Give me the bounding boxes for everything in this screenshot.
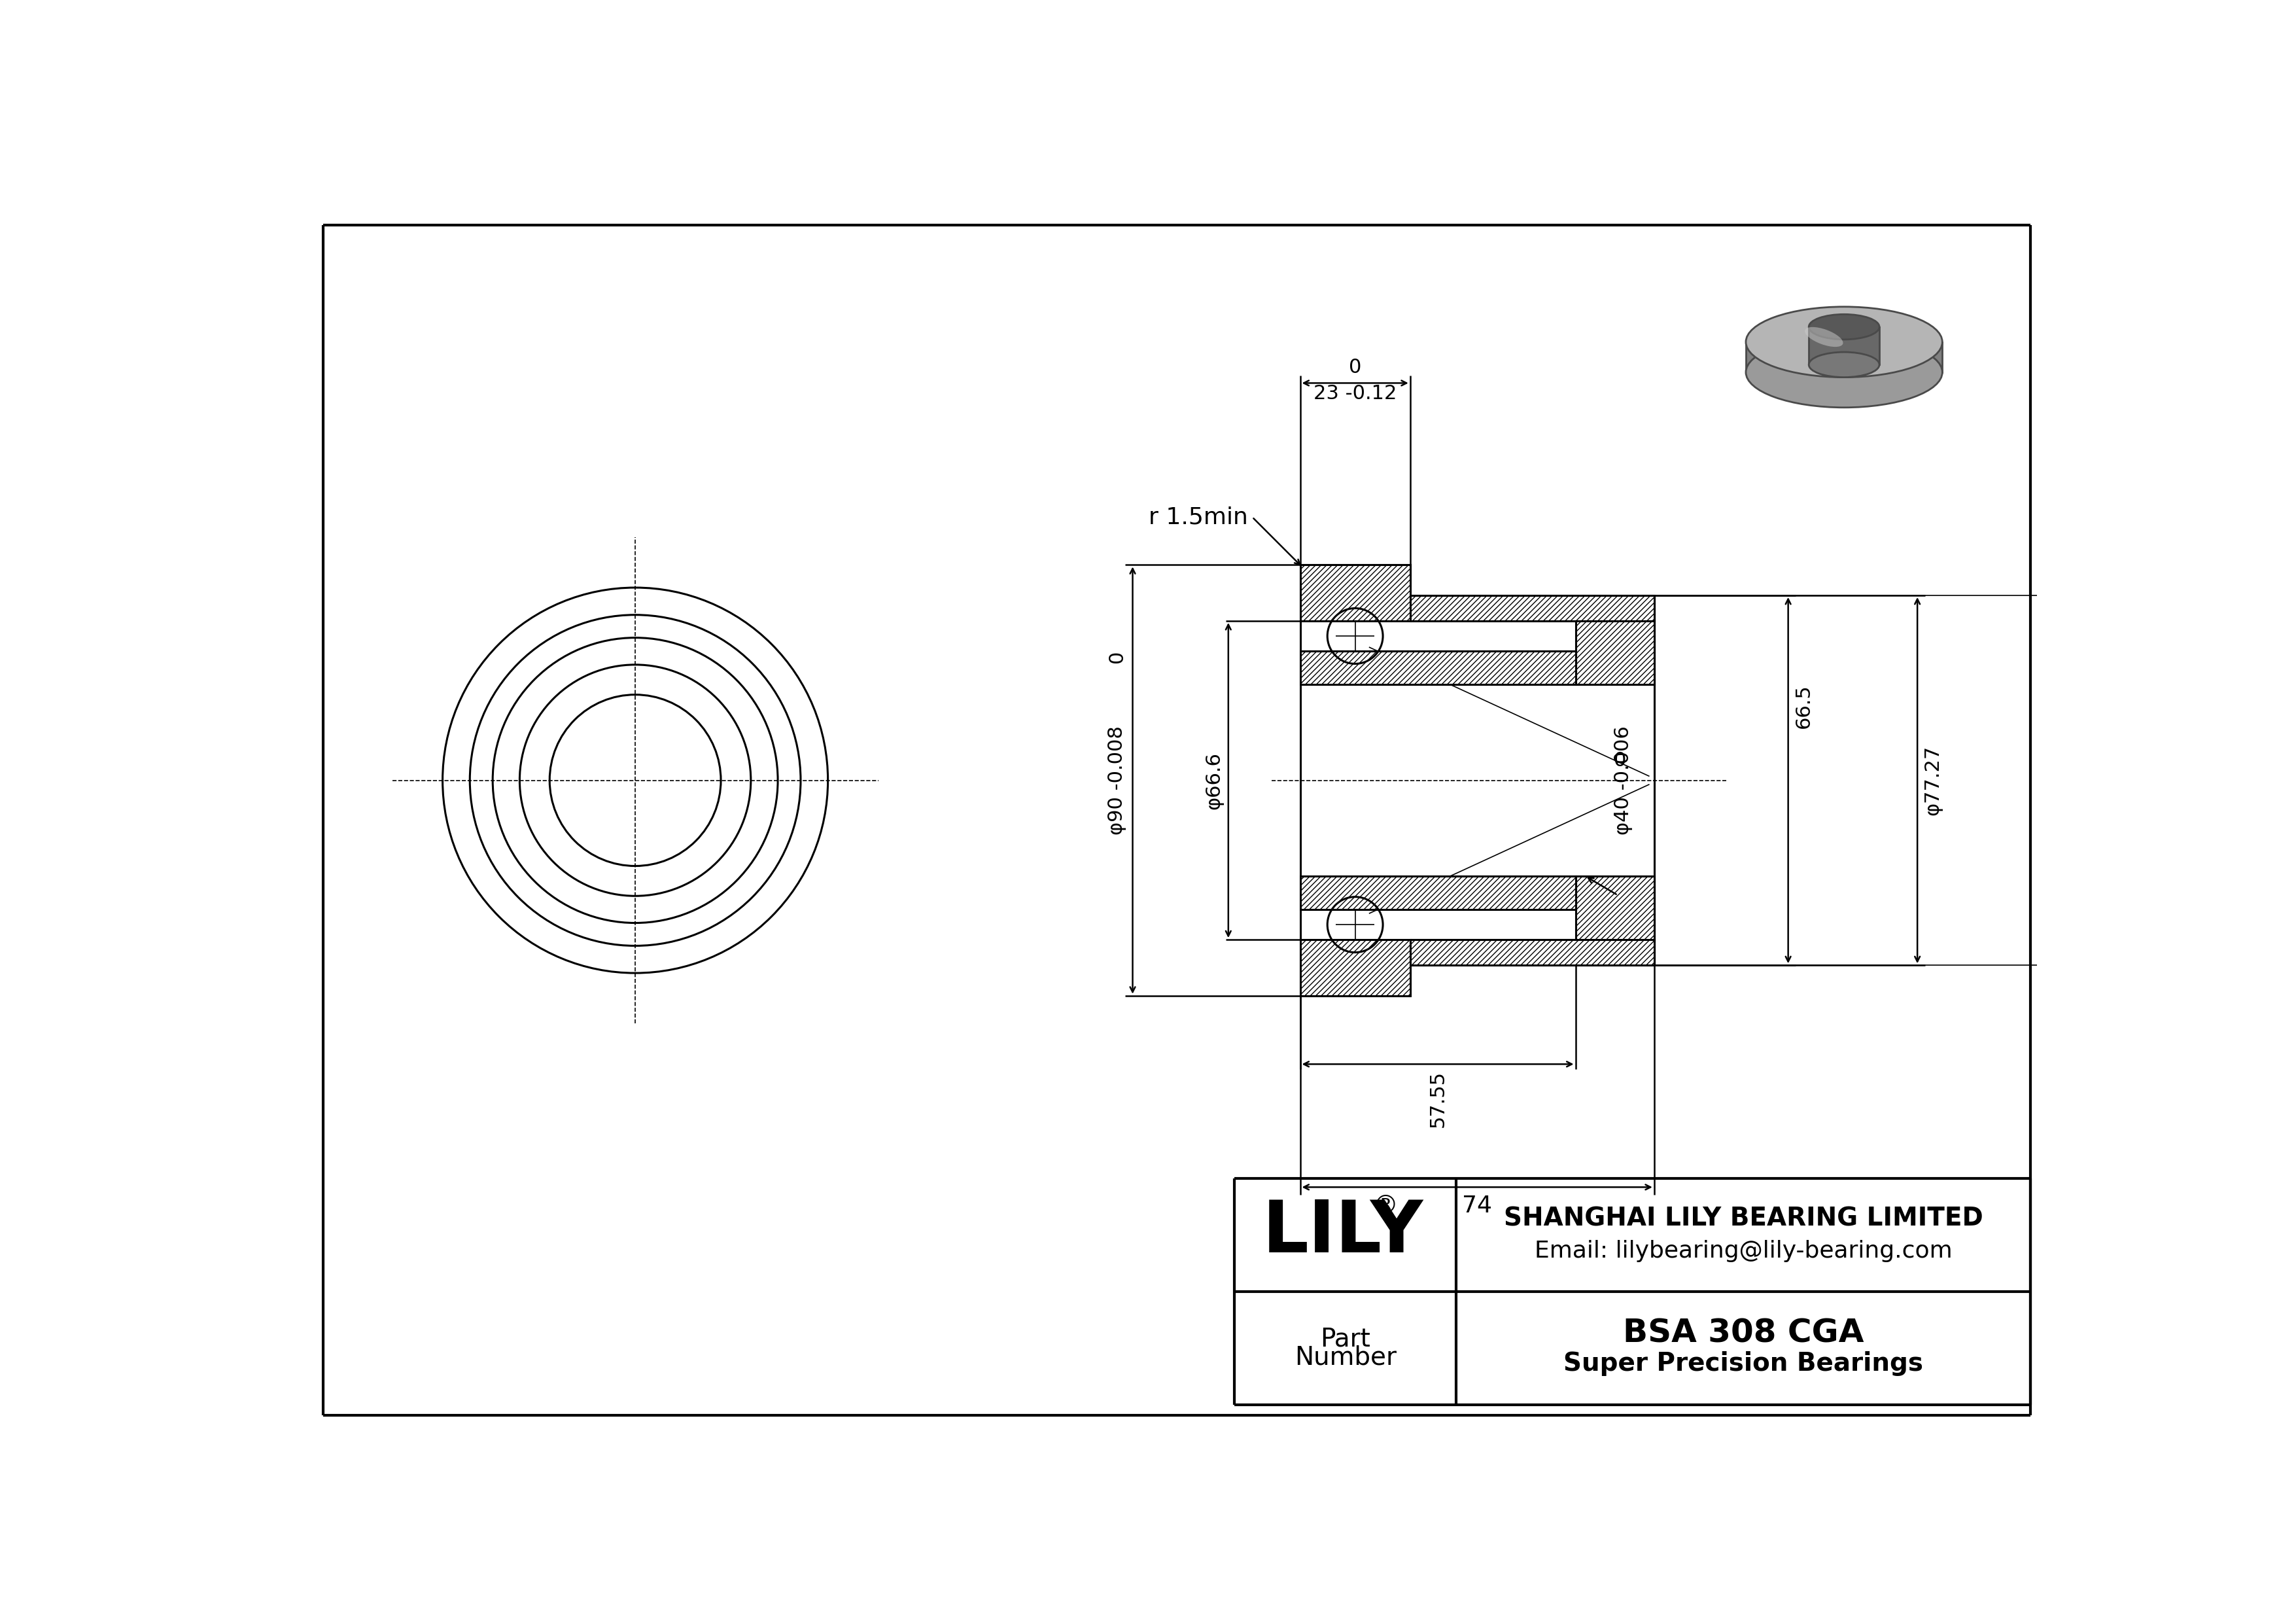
Polygon shape xyxy=(1410,596,1653,620)
Text: φ40 -0.006: φ40 -0.006 xyxy=(1614,726,1632,835)
Text: SHANGHAI LILY BEARING LIMITED: SHANGHAI LILY BEARING LIMITED xyxy=(1504,1207,1984,1231)
Polygon shape xyxy=(1300,940,1410,996)
Polygon shape xyxy=(1745,343,1942,372)
Text: 0: 0 xyxy=(1348,357,1362,377)
Ellipse shape xyxy=(1745,307,1942,377)
Ellipse shape xyxy=(1809,315,1880,339)
Ellipse shape xyxy=(1809,352,1880,377)
Text: 0: 0 xyxy=(1614,752,1626,770)
Polygon shape xyxy=(1300,875,1575,909)
Polygon shape xyxy=(1809,326,1880,365)
Text: 57.55: 57.55 xyxy=(1428,1070,1446,1127)
Polygon shape xyxy=(1575,620,1653,685)
Text: 23 -0.12: 23 -0.12 xyxy=(1313,383,1396,403)
Polygon shape xyxy=(1300,565,1410,620)
Text: φ77.27: φ77.27 xyxy=(1924,745,1942,815)
Ellipse shape xyxy=(1805,326,1844,348)
Text: φ66.6: φ66.6 xyxy=(1205,752,1224,809)
Text: 0: 0 xyxy=(1107,650,1127,663)
Text: LILY: LILY xyxy=(1263,1197,1424,1267)
Text: r 1.5min: r 1.5min xyxy=(1148,507,1249,528)
Text: 74: 74 xyxy=(1463,1195,1492,1216)
Text: ®: ® xyxy=(1373,1194,1398,1218)
Polygon shape xyxy=(1410,940,1653,965)
Text: 66.5: 66.5 xyxy=(1793,684,1814,729)
Text: Email: lilybearing@lily-bearing.com: Email: lilybearing@lily-bearing.com xyxy=(1534,1241,1952,1262)
Text: Part: Part xyxy=(1320,1327,1371,1351)
Text: BSA 308 CGA: BSA 308 CGA xyxy=(1623,1317,1864,1350)
Text: Super Precision Bearings: Super Precision Bearings xyxy=(1564,1351,1924,1376)
Polygon shape xyxy=(1300,651,1575,685)
Text: Number: Number xyxy=(1295,1345,1396,1371)
Text: φ90 -0.008: φ90 -0.008 xyxy=(1107,726,1127,835)
Polygon shape xyxy=(1575,875,1653,940)
Ellipse shape xyxy=(1745,336,1942,408)
